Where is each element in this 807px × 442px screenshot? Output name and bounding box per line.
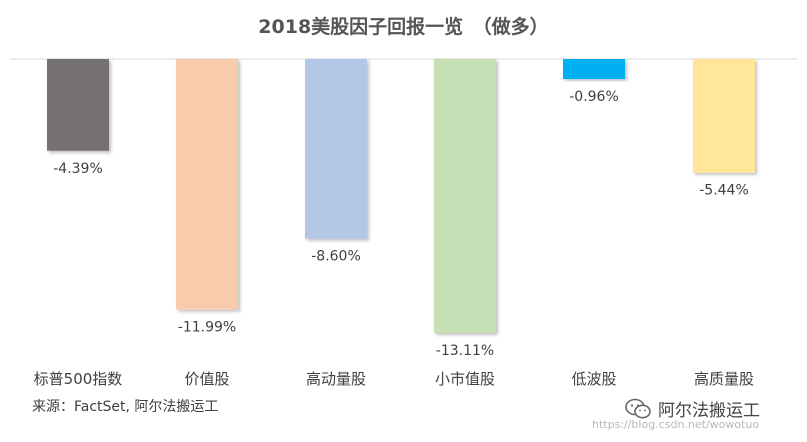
bar-6	[693, 59, 755, 173]
category-label-4: 小市值股	[435, 370, 495, 388]
value-label-1: -4.39%	[53, 161, 103, 177]
bar-4	[434, 59, 496, 333]
category-label-3: 高动量股	[306, 370, 366, 388]
watermark-brand: 阿尔法搬运工	[624, 396, 760, 421]
value-label-6: -5.44%	[699, 183, 749, 199]
bar-1	[47, 59, 109, 151]
chart-title: 2018美股因子回报一览 （做多）	[258, 16, 549, 38]
value-label-3: -8.60%	[311, 249, 361, 265]
category-label-6: 高质量股	[694, 370, 754, 388]
source-note: 来源：FactSet, 阿尔法搬运工	[32, 399, 219, 415]
watermark-brand-text: 阿尔法搬运工	[658, 401, 760, 421]
category-label-2: 价值股	[184, 370, 229, 388]
labels-layer: -4.39% 标普500指数 -11.99% 价值股 -8.60% 高动量股 -13.11%…	[34, 89, 754, 388]
value-label-5: -0.96%	[569, 89, 619, 105]
bar-3	[305, 59, 367, 239]
category-label-1: 标普500指数	[34, 370, 123, 388]
category-label-5: 低波股	[571, 370, 616, 388]
wechat-icon	[624, 398, 652, 420]
bar-2	[176, 59, 238, 310]
value-label-2: -11.99%	[178, 320, 236, 336]
value-label-4: -13.11%	[436, 343, 494, 359]
watermark-url: https://blog.csdn.net/wowotuo	[592, 418, 760, 431]
bars-layer	[47, 59, 755, 333]
bar-5	[563, 59, 625, 80]
